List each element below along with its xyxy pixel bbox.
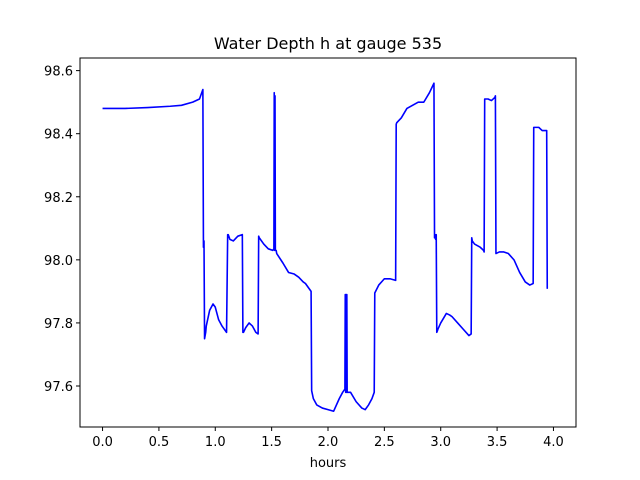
x-tick-label: 1.5 xyxy=(261,435,282,450)
x-axis-label: hours xyxy=(310,456,347,471)
chart-title: Water Depth h at gauge 535 xyxy=(214,34,442,53)
x-tick-label: 2.0 xyxy=(318,435,339,450)
x-tick-label: 2.5 xyxy=(374,435,395,450)
x-tick-label: 3.5 xyxy=(487,435,508,450)
x-tick-label: 3.0 xyxy=(430,435,451,450)
x-axis-ticks: 0.0 0.5 1.0 1.5 2.0 2.5 3.0 3.5 4.0 xyxy=(92,427,564,450)
y-tick-label: 98.6 xyxy=(44,65,73,80)
y-tick-label: 98.4 xyxy=(44,128,73,143)
y-tick-label: 98.0 xyxy=(44,254,73,269)
y-axis-ticks: 97.6 97.8 98.0 98.2 98.4 98.6 xyxy=(44,65,80,395)
y-tick-label: 98.2 xyxy=(44,191,73,206)
series-line xyxy=(102,82,549,413)
x-tick-label: 1.0 xyxy=(205,435,226,450)
x-tick-label: 0.0 xyxy=(92,435,113,450)
x-tick-label: 0.5 xyxy=(149,435,170,450)
x-tick-label: 4.0 xyxy=(543,435,564,450)
y-tick-label: 97.8 xyxy=(44,317,73,332)
plot-area xyxy=(102,82,549,413)
y-tick-label: 97.6 xyxy=(44,380,73,395)
